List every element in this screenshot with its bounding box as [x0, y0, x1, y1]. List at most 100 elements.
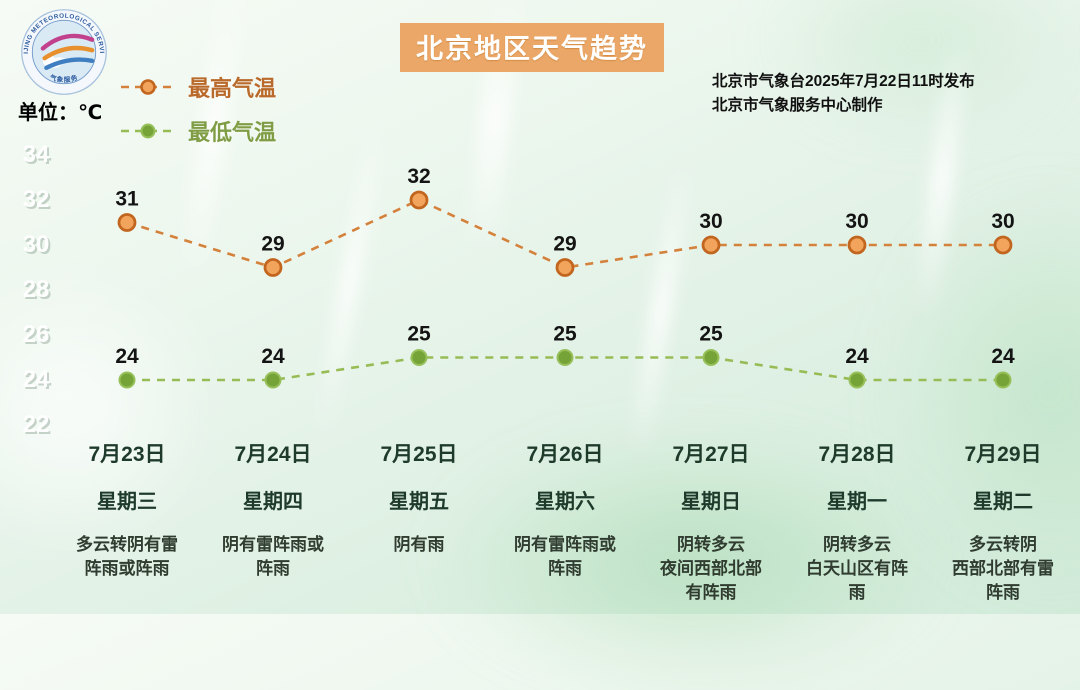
day-date: 7月27日	[672, 443, 750, 466]
low-temp-point	[848, 371, 866, 389]
weather-line: 阵雨	[986, 582, 1020, 602]
low-temp-value: 25	[699, 323, 723, 346]
day-labels-row: 7月23日 星期三 多云转阴有雷 阵雨或阵雨 7月24日 星期四 阴有雷阵雨或 阵雨 7月25日…	[54, 438, 1076, 604]
day-column: 7月24日星期四阴有雷阵雨或 阵雨	[200, 438, 346, 604]
low-temp-point	[410, 349, 428, 366]
y-tick-label: 26	[23, 321, 50, 348]
weather-line: 阴转多云	[677, 535, 745, 554]
day-weather: 阴转多云白天山区有阵雨	[784, 533, 930, 604]
high-temp-line	[126, 198, 1003, 269]
high-temp-point	[847, 235, 867, 255]
legend-label-high: 最高气温	[188, 76, 277, 101]
y-tick-shadow: 30	[25, 233, 52, 260]
legend-item-low: 最低气温	[120, 116, 276, 146]
legend-item-high: 最高气温	[120, 72, 276, 102]
high-temp-point	[701, 235, 721, 255]
day-weekday: 星期三	[97, 491, 157, 513]
low-temp-point	[118, 371, 136, 389]
day-column: 7月25日星期五阴有雨	[346, 438, 492, 604]
low-temp-value: 25	[553, 323, 577, 346]
weather-line: 西部北部有雷	[952, 558, 1054, 578]
legend: 最高气温 最低气温	[120, 72, 276, 160]
day-weather: 多云转阴西部北部有雷 阵雨	[930, 533, 1076, 604]
high-temp-value: 30	[699, 210, 722, 233]
unit-label: 单位：℃	[18, 102, 103, 124]
meteorological-service-logo-icon: BEIJING METEOROLOGICAL SERVICE 气象服务	[20, 8, 107, 95]
issued-line-1: 北京市气象台2025年7月22日11时发布	[712, 73, 975, 90]
high-temp-value: 32	[407, 165, 430, 188]
day-date: 7月28日	[818, 443, 896, 466]
day-weather: 阴转多云夜间西部北部 有阵雨	[638, 533, 784, 604]
issued-line-2: 北京市气象服务中心制作	[712, 97, 883, 115]
low-temp-point	[556, 349, 574, 366]
day-weekday: 星期六	[535, 491, 595, 513]
weather-line: 雨	[848, 582, 866, 602]
day-weekday: 星期一	[827, 491, 887, 513]
day-date: 7月23日	[88, 443, 166, 466]
day-weather: 多云转阴有雷 阵雨或阵雨	[54, 533, 200, 581]
high-temp-value: 31	[115, 188, 139, 211]
day-weather: 阴有雨	[346, 533, 492, 557]
weather-line: 白天山区有阵	[806, 558, 908, 578]
weather-line: 阴有雷阵雨或	[514, 535, 616, 554]
low-temp-point	[994, 371, 1012, 389]
y-tick-label: 30	[23, 231, 50, 258]
weather-line: 阴转多云	[823, 535, 891, 554]
y-tick-label: 22	[23, 411, 50, 438]
low-temp-value: 24	[845, 345, 869, 368]
y-tick-label: 24	[23, 366, 50, 393]
low-temp-point	[702, 349, 720, 366]
weather-line: 夜间西部北部	[660, 558, 762, 578]
day-weekday: 星期二	[973, 491, 1033, 513]
legend-label-low: 最低气温	[188, 120, 277, 145]
day-weather: 阴有雷阵雨或 阵雨	[492, 533, 638, 581]
day-column: 7月23日星期三多云转阴有雷 阵雨或阵雨	[54, 438, 200, 604]
weather-line: 多云转阴有雷	[76, 535, 178, 554]
high-temp-point	[263, 258, 283, 277]
day-date: 7月29日	[964, 443, 1042, 466]
low-temp-value: 24	[991, 345, 1015, 368]
high-temp-value: 29	[261, 233, 284, 256]
high-temp-value: 30	[991, 210, 1014, 233]
day-date: 7月24日	[234, 443, 312, 466]
high-temp-value: 29	[553, 233, 576, 256]
high-temp-marker-icon	[121, 79, 175, 95]
low-temp-point	[264, 371, 282, 389]
day-column: 7月29日星期二多云转阴西部北部有雷 阵雨	[930, 438, 1076, 604]
weather-line: 多云转阴	[969, 535, 1037, 554]
day-date: 7月25日	[380, 443, 458, 466]
light-streak	[312, 120, 388, 440]
day-column: 7月28日星期一阴转多云白天山区有阵雨	[784, 438, 930, 604]
day-date: 7月26日	[526, 443, 604, 466]
day-weekday: 星期日	[681, 491, 741, 513]
low-temp-marker-icon	[121, 123, 175, 139]
y-tick-label: 34	[23, 141, 50, 168]
low-temp-value: 25	[407, 323, 431, 346]
high-temp-point	[555, 258, 575, 277]
y-tick-shadow: 26	[25, 323, 52, 350]
high-temp-point	[409, 190, 429, 210]
y-tick-shadow: 28	[25, 278, 52, 305]
low-temp-value: 24	[261, 345, 285, 368]
low-temp-line	[127, 356, 1003, 382]
low-temp-value: 24	[115, 345, 139, 368]
y-tick-shadow: 22	[25, 413, 52, 440]
weather-line: 阵雨	[548, 558, 582, 578]
light-streak	[626, 160, 696, 460]
day-column: 7月26日星期六阴有雷阵雨或 阵雨	[492, 438, 638, 604]
y-tick-shadow: 24	[25, 368, 52, 395]
y-tick-label: 28	[23, 276, 50, 303]
y-tick-shadow: 34	[25, 143, 52, 170]
high-temp-value: 30	[845, 210, 868, 233]
y-tick-label: 32	[23, 186, 50, 213]
day-weather: 阴有雷阵雨或 阵雨	[200, 533, 346, 581]
page-title: 北京地区天气趋势	[400, 23, 664, 72]
day-weekday: 星期四	[243, 491, 303, 513]
high-temp-point	[117, 213, 137, 232]
weather-line: 阵雨	[256, 558, 290, 578]
weather-line: 有阵雨	[685, 582, 737, 602]
day-weekday: 星期五	[389, 491, 449, 513]
issuer-info: 北京市气象台2025年7月22日11时发布 北京市气象服务中心制作	[712, 70, 975, 118]
y-tick-shadow: 32	[25, 188, 52, 215]
weather-line: 阴有雨	[393, 535, 445, 554]
